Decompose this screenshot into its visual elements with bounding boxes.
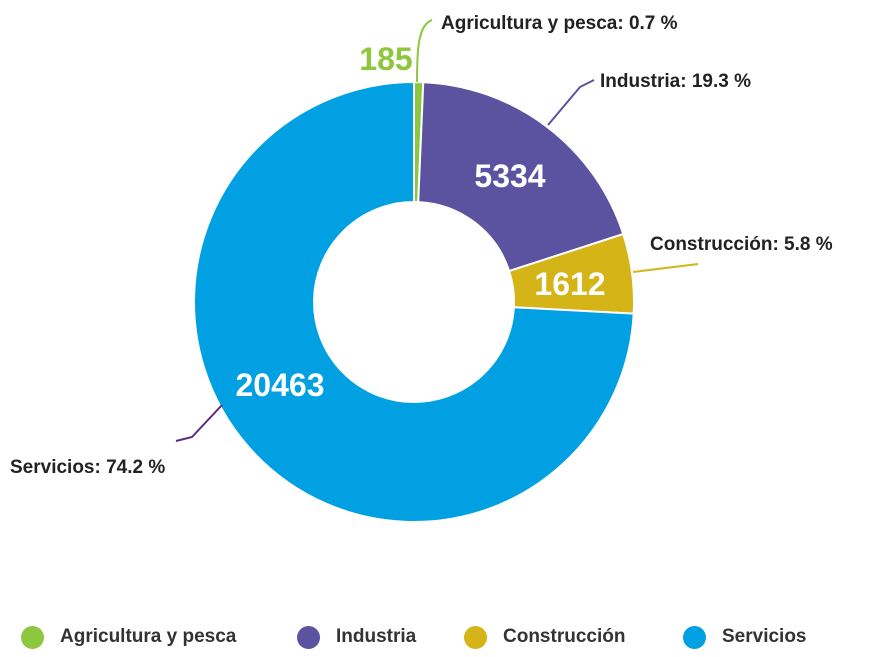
chart-legend: Agricultura y pesca Industria Construcci… [0,622,871,652]
legend-swatch-servicios [683,625,706,649]
legend-swatch-construccion [464,625,487,649]
legend-label-agricultura: Agricultura y pesca [60,626,237,647]
legend-item-agricultura: Agricultura y pesca [21,622,236,652]
chart-labels: 185 5334 1612 20463 Agricultura y pesca:… [10,13,833,478]
donut-slices [193,80,635,523]
callout-construccion: Construcción: 5.8 % [650,234,833,255]
leader-line-agricultura [416,19,433,83]
legend-item-industria: Industria [297,622,416,652]
callout-industria: Industria: 19.3 % [600,71,751,92]
legend-item-construccion: Construcción [464,622,625,652]
donut-slice-industria [417,81,625,273]
leader-line-industria [547,79,595,126]
legend-swatch-agricultura [21,625,44,649]
value-label-industria: 5334 [474,158,545,194]
leader-line-construccion [632,263,699,273]
donut-slice-servicios [193,80,635,523]
legend-label-servicios: Servicios [722,626,807,647]
value-label-servicios: 20463 [236,367,325,403]
callout-servicios: Servicios: 74.2 % [10,457,165,478]
value-label-construccion: 1612 [534,266,605,302]
legend-item-servicios: Servicios [683,622,807,652]
legend-label-industria: Industria [336,626,417,647]
value-label-agricultura: 185 [359,41,412,77]
callout-agricultura: Agricultura y pesca: 0.7 % [441,13,678,34]
legend-swatch-industria [297,625,320,649]
legend-label-construccion: Construcción [503,626,626,647]
leader-line-servicios [175,404,223,442]
callout-leader-lines [175,19,699,442]
